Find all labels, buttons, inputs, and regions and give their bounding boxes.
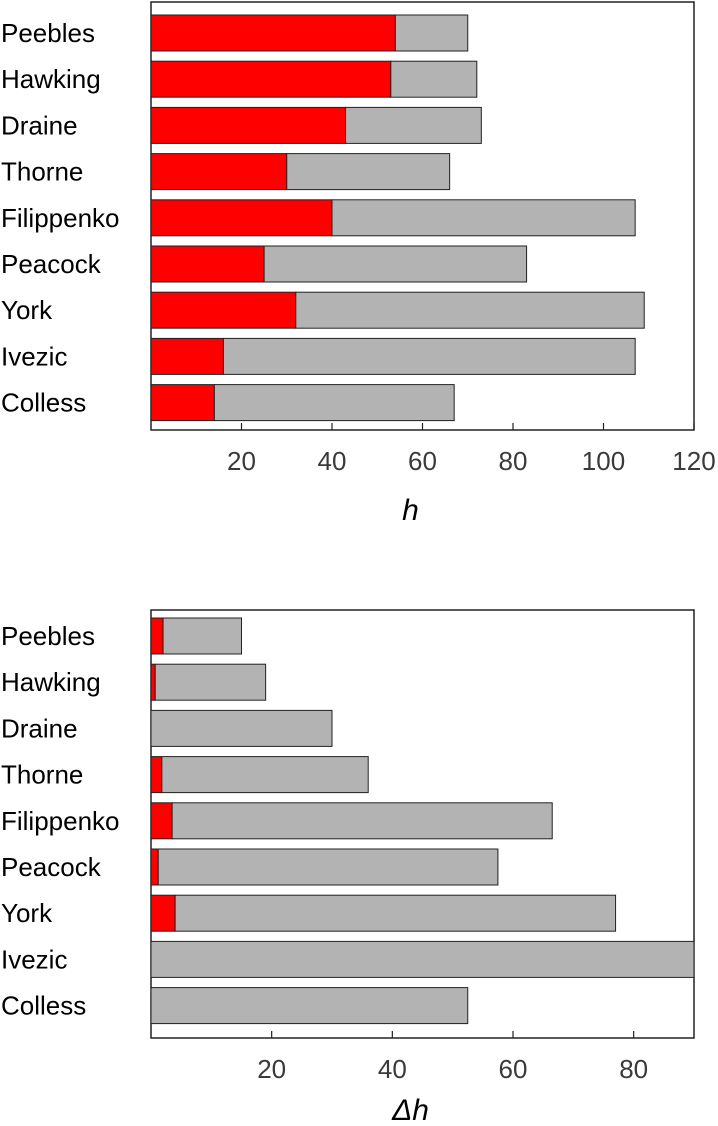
x-tick-label-80: 80 <box>499 446 528 476</box>
category-label-hawking: Hawking <box>1 64 101 94</box>
bar-red-filippenko-2 <box>150 802 173 840</box>
category-label-peacock: Peacock <box>1 249 102 279</box>
category-label-york: York <box>1 898 53 928</box>
x-tick-label-40: 40 <box>318 446 347 476</box>
bar-red-york-1 <box>150 291 297 329</box>
bar-red-hawking-1 <box>150 60 392 98</box>
bar-gray-thorne-1 <box>286 153 451 191</box>
bar-gray-draine-1 <box>345 106 482 144</box>
bar-gray-colless-2 <box>150 987 469 1025</box>
bar-red-thorne-2 <box>150 756 163 794</box>
category-label-filippenko: Filippenko <box>1 806 120 836</box>
category-label-york: York <box>1 295 53 325</box>
category-label-thorne: Thorne <box>1 157 83 187</box>
x-tick-label-20: 20 <box>227 446 256 476</box>
x-tick-label-120: 120 <box>672 446 715 476</box>
category-label-colless: Colless <box>1 991 86 1021</box>
bar-red-draine-1 <box>150 106 347 144</box>
bar-red-thorne-1 <box>150 153 288 191</box>
category-label-draine: Draine <box>1 713 78 743</box>
bar-gray-peacock-2 <box>157 848 499 886</box>
bar-red-filippenko-1 <box>150 199 333 237</box>
bar-red-hawking-2 <box>150 663 156 701</box>
category-label-draine: Draine <box>1 110 78 140</box>
category-label-peacock: Peacock <box>1 852 102 882</box>
x-tick-label-20: 20 <box>257 1054 286 1084</box>
bar-red-peebles-1 <box>150 14 396 52</box>
category-label-hawking: Hawking <box>1 667 101 697</box>
category-label-ivezic: Ivezic <box>1 341 67 371</box>
category-label-thorne: Thorne <box>1 760 83 790</box>
x-tick-label-80: 80 <box>619 1054 648 1084</box>
bar-gray-thorne-2 <box>161 756 369 794</box>
x-axis-label: Δh <box>391 1094 429 1126</box>
bar-gray-hawking-1 <box>390 60 478 98</box>
bar-gray-peebles-1 <box>394 14 469 52</box>
category-label-peebles: Peebles <box>1 621 95 651</box>
bar-gray-ivezic-1 <box>222 337 636 375</box>
bar-gray-filippenko-1 <box>331 199 636 237</box>
bar-gray-york-1 <box>295 291 645 329</box>
bar-gray-colless-1 <box>213 384 455 422</box>
category-label-peebles: Peebles <box>1 18 95 48</box>
x-tick-label-40: 40 <box>378 1054 407 1084</box>
x-axis-label: h <box>402 494 419 527</box>
bar-red-peacock-1 <box>150 245 265 283</box>
bar-red-york-2 <box>150 894 176 932</box>
bar-red-peacock-2 <box>150 848 159 886</box>
x-tick-label-60: 60 <box>408 446 437 476</box>
bar-red-ivezic-1 <box>150 337 224 375</box>
category-label-ivezic: Ivezic <box>1 944 67 974</box>
bar-gray-hawking-2 <box>154 663 267 701</box>
bar-gray-peacock-1 <box>263 245 528 283</box>
bar-gray-filippenko-2 <box>171 802 553 840</box>
bar-red-peebles-2 <box>150 617 164 655</box>
bar-red-colless-1 <box>150 384 215 422</box>
category-label-colless: Colless <box>1 388 86 418</box>
category-label-filippenko: Filippenko <box>1 203 120 233</box>
x-tick-label-60: 60 <box>499 1054 528 1084</box>
bar-gray-peebles-2 <box>162 617 242 655</box>
bar-gray-ivezic-2 <box>150 940 695 978</box>
bar-gray-draine-2 <box>150 709 333 747</box>
x-tick-label-100: 100 <box>582 446 625 476</box>
bar-gray-york-2 <box>174 894 617 932</box>
